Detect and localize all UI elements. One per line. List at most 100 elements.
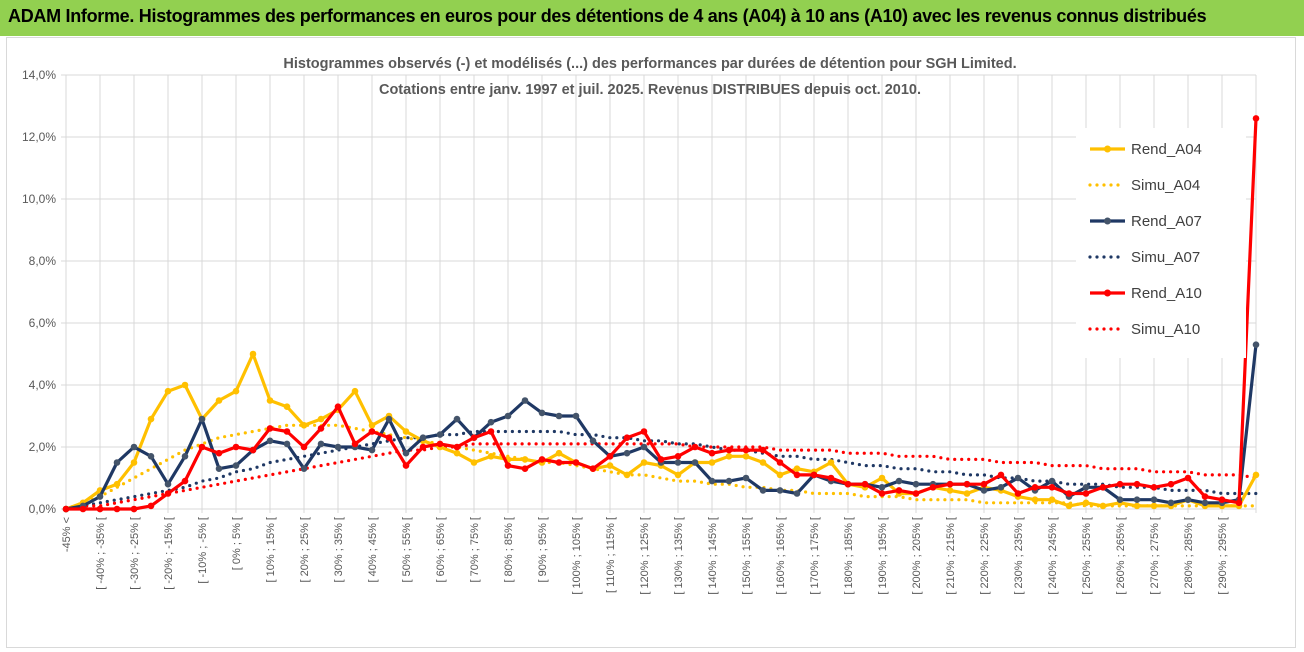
point-Rend_A10 <box>113 505 121 513</box>
point-Rend_A10 <box>1167 480 1175 488</box>
point-Rend_A07 <box>436 431 444 438</box>
x-tick-label: [ 220% ; 225% [ <box>979 517 991 595</box>
point-Rend_A04 <box>606 462 614 469</box>
point-Rend_A04 <box>147 415 155 423</box>
point-Rend_A10 <box>436 440 444 448</box>
point-Rend_A07 <box>691 459 699 466</box>
point-Rend_A07 <box>776 487 784 494</box>
point-Rend_A04 <box>283 403 291 411</box>
point-Rend_A07 <box>1133 496 1141 504</box>
point-Rend_A10 <box>351 440 359 448</box>
point-Rend_A10 <box>997 471 1005 479</box>
point-Rend_A07 <box>198 415 206 423</box>
point-Rend_A07 <box>1014 474 1022 482</box>
point-Rend_A07 <box>487 418 495 426</box>
point-Rend_A10 <box>1252 115 1260 122</box>
point-Rend_A10 <box>300 443 308 451</box>
point-Rend_A04 <box>249 350 257 358</box>
point-Rend_A10 <box>827 474 835 482</box>
point-Rend_A07 <box>1167 499 1175 507</box>
legend-label: Simu_A04 <box>1131 177 1200 194</box>
point-Rend_A04 <box>470 459 478 466</box>
point-Rend_A10 <box>674 453 682 460</box>
point-Rend_A04 <box>1065 502 1073 510</box>
x-tick-label: [ 280% ; 285% [ <box>1183 517 1195 595</box>
point-Rend_A07 <box>708 477 716 485</box>
point-Rend_A10 <box>1235 499 1243 507</box>
x-tick-label: [ 290% ; 295% [ <box>1217 517 1229 595</box>
point-Rend_A10 <box>929 484 937 491</box>
x-tick-label: [ -30% ; -25% [ <box>129 517 141 590</box>
point-Rend_A04 <box>759 459 767 466</box>
point-Rend_A04 <box>1031 496 1039 504</box>
y-tick-label: 6,0% <box>29 316 57 330</box>
point-Rend_A10 <box>963 480 971 488</box>
header-banner: ADAM Informe. Histogrammes des performan… <box>0 0 1304 36</box>
point-Rend_A10 <box>657 456 665 463</box>
point-Rend_A04 <box>317 415 325 423</box>
point-Rend_A10 <box>62 505 70 513</box>
x-tick-label: [ -10% ; -5% [ <box>197 517 209 584</box>
point-Rend_A10 <box>1150 484 1158 491</box>
series-Simu_A10 <box>64 442 1258 511</box>
point-Rend_A07 <box>997 484 1005 491</box>
point-Rend_A04 <box>793 465 801 473</box>
point-Rend_A07 <box>640 443 648 451</box>
point-Rend_A07 <box>538 409 546 417</box>
point-Rend_A04 <box>725 453 733 460</box>
point-Rend_A10 <box>912 490 920 497</box>
point-Rend_A07 <box>1201 499 1209 507</box>
y-tick-label: 4,0% <box>29 378 57 392</box>
point-Rend_A10 <box>623 434 631 442</box>
point-Rend_A04 <box>453 449 461 457</box>
point-Rend_A07 <box>980 487 988 494</box>
point-Rend_A07 <box>334 443 342 451</box>
point-Rend_A07 <box>1116 496 1124 504</box>
series-Simu_A07 <box>64 429 1258 511</box>
x-tick-label: [ 0% ; 5% [ <box>231 517 243 570</box>
point-Rend_A04 <box>946 487 954 494</box>
point-Rend_A07 <box>368 446 376 454</box>
point-Rend_A07 <box>164 480 172 488</box>
point-Rend_A10 <box>96 505 104 513</box>
point-Rend_A07 <box>113 459 121 466</box>
y-tick-label: 14,0% <box>22 68 56 82</box>
x-tick-label: [ 270% ; 275% [ <box>1149 517 1161 595</box>
point-Rend_A04 <box>1133 502 1141 510</box>
grid <box>61 74 1257 513</box>
point-Rend_A10 <box>708 449 716 457</box>
point-Rend_A04 <box>742 453 750 460</box>
x-tick-label: [ 210% ; 215% [ <box>945 517 957 595</box>
chart-title: Histogrammes observés (-) et modélisés (… <box>283 56 1016 72</box>
legend-marker <box>1104 289 1111 297</box>
point-Rend_A10 <box>691 443 699 451</box>
point-Rend_A10 <box>606 453 614 460</box>
x-tick-label: [ 260% ; 265% [ <box>1115 517 1127 595</box>
point-Rend_A07 <box>1150 496 1158 504</box>
point-Rend_A10 <box>1218 496 1226 504</box>
point-Rend_A07 <box>130 443 138 451</box>
point-Rend_A10 <box>844 480 852 488</box>
point-Rend_A07 <box>742 474 750 482</box>
point-Rend_A04 <box>640 459 648 466</box>
point-Rend_A07 <box>1252 341 1260 349</box>
point-Rend_A10 <box>725 446 733 454</box>
legend-label: Simu_A07 <box>1131 249 1200 266</box>
point-Rend_A10 <box>470 434 478 442</box>
point-Rend_A10 <box>453 443 461 451</box>
point-Rend_A07 <box>419 434 427 442</box>
legend-label: Rend_A04 <box>1131 141 1202 158</box>
point-Rend_A07 <box>266 437 274 445</box>
point-Rend_A07 <box>147 453 155 460</box>
x-tick-label: [ 170% ; 175% [ <box>809 517 821 595</box>
x-tick-label: [ 240% ; 245% [ <box>1047 517 1059 595</box>
point-Rend_A10 <box>504 462 512 469</box>
point-Rend_A10 <box>521 465 529 473</box>
point-Rend_A10 <box>283 428 291 435</box>
point-Rend_A10 <box>776 459 784 466</box>
x-tick-label: [ 120% ; 125% [ <box>639 517 651 595</box>
point-Rend_A10 <box>810 471 818 479</box>
point-Rend_A04 <box>708 459 716 466</box>
point-Rend_A10 <box>1031 484 1039 491</box>
x-tick-label: [ 20% ; 25% [ <box>299 517 311 582</box>
